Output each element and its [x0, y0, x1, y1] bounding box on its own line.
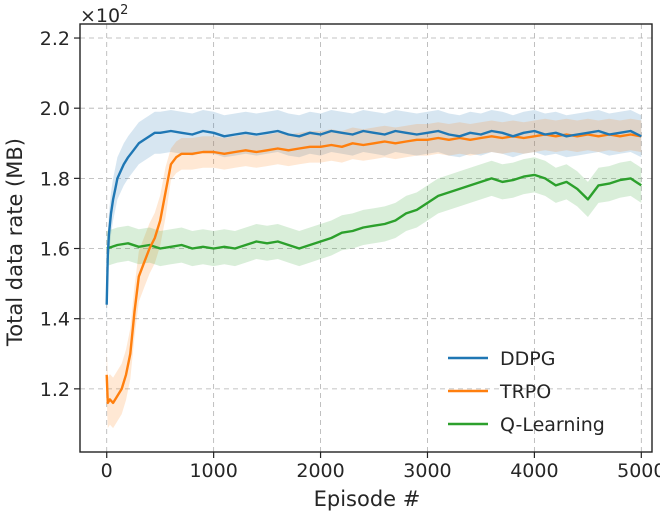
axis-ticks: 0 1000 2000 3000 4000 5000 1.2 1.4 1.6 1.8 2.0 2.2	[40, 28, 660, 482]
y-tick-label: 2.0	[40, 98, 70, 120]
series-line-q-learning	[106, 173, 642, 250]
series-band-trpo	[106, 118, 642, 429]
y-tick-label: 1.8	[40, 168, 70, 190]
y-scale-multiplier: ×102	[80, 3, 128, 27]
series-band-ddpg	[106, 110, 642, 326]
legend: DDPG TRPO Q-Learning	[448, 348, 605, 436]
plot-frame	[79, 23, 653, 453]
legend-label: Q-Learning	[500, 414, 605, 436]
x-tick-label: 5000	[617, 460, 660, 482]
x-axis-label: Episode #	[314, 487, 421, 511]
legend-label: TRPO	[499, 381, 551, 403]
series-line-ddpg	[105, 129, 642, 305]
y-tick-label: 1.2	[40, 379, 70, 401]
legend-label: DDPG	[500, 348, 555, 370]
x-tick-label: 0	[101, 460, 113, 482]
series-lines	[105, 129, 642, 405]
x-tick-label: 2000	[296, 460, 344, 482]
y-tick-label: 2.2	[40, 28, 70, 50]
variance-bands	[106, 110, 642, 429]
y-tick-label: 1.4	[40, 309, 70, 331]
series-band-q-learning	[106, 157, 642, 267]
y-tick-label: 1.6	[40, 239, 70, 261]
series-line-trpo	[105, 133, 642, 405]
y-axis-label: Total data rate (MB)	[3, 138, 27, 347]
x-tick-label: 1000	[189, 460, 237, 482]
x-tick-label: 4000	[510, 460, 558, 482]
x-tick-label: 3000	[403, 460, 451, 482]
